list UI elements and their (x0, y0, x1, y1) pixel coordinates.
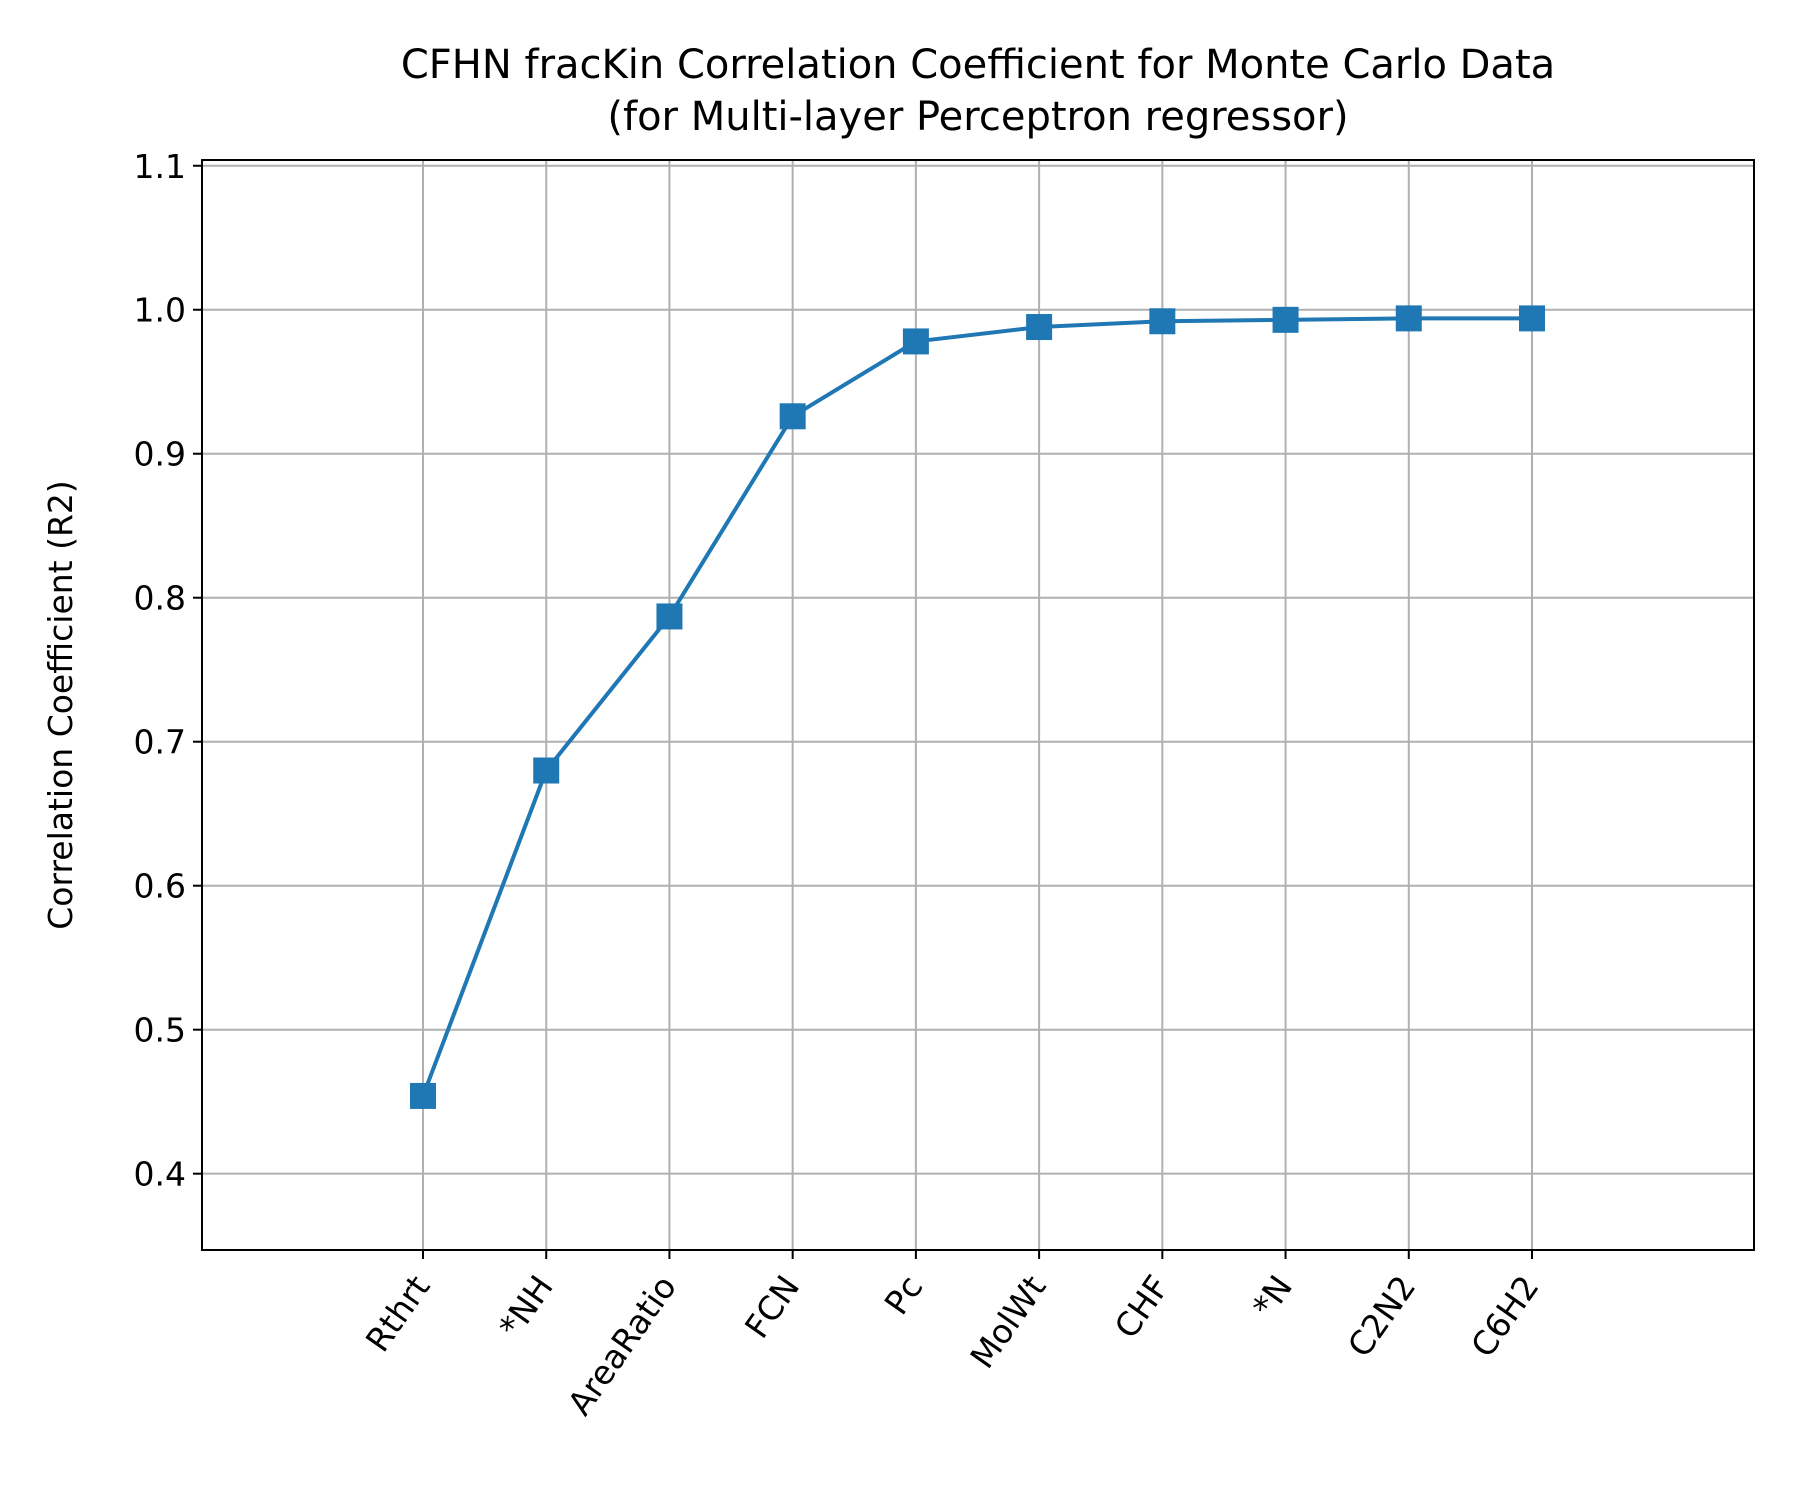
x-tick-label: Rthrt (358, 1268, 438, 1359)
data-point (1519, 305, 1545, 332)
x-tick-label: FCN (737, 1268, 807, 1345)
data-point (779, 403, 806, 430)
x-tick-label: C6H2 (1463, 1268, 1546, 1364)
y-tick-label: 1.0 (134, 291, 186, 330)
x-tick-label: AreaRatio (560, 1268, 684, 1422)
x-tick-label: CHF (1107, 1268, 1177, 1345)
series-line (421, 316, 1532, 1097)
y-tick-label: 0.4 (134, 1155, 186, 1194)
data-point (533, 757, 560, 784)
data-point (656, 603, 683, 630)
x-tick-label: Pc (877, 1268, 931, 1322)
y-tick-label: 0.9 (134, 435, 186, 474)
data-point (1272, 306, 1299, 333)
plot-frame (201, 159, 1755, 1251)
data-point (1395, 305, 1422, 332)
ticks: 0.4 0.5 0.6 0.7 0.8 0.9 1.0 1.1 Rthrt *NH AreaRati… (134, 147, 1547, 1422)
y-tick-label: 1.1 (134, 147, 186, 186)
y-axis-label: Correlation Coefficient (R2) (41, 480, 80, 930)
data-point (902, 328, 929, 355)
y-tick-label: 0.5 (134, 1011, 186, 1050)
grid (202, 160, 1754, 1250)
chart-title: CFHN fracKin Correlation Coefficient for… (401, 42, 1555, 88)
y-tick-label: 0.6 (134, 867, 186, 906)
data-point (1026, 314, 1053, 341)
x-tick-label: *N (1245, 1268, 1301, 1324)
y-tick-label: 0.7 (134, 723, 186, 762)
series-layer (410, 305, 1545, 1109)
x-tick-label: C2N2 (1340, 1268, 1423, 1364)
data-point (410, 1082, 436, 1109)
y-tick-label: 0.8 (134, 579, 186, 618)
data-point (1149, 308, 1176, 335)
x-tick-label: MolWt (962, 1268, 1053, 1375)
x-tick-label: *NH (491, 1268, 561, 1344)
chart-subtitle: (for Multi-layer Perceptron regressor) (607, 94, 1348, 140)
